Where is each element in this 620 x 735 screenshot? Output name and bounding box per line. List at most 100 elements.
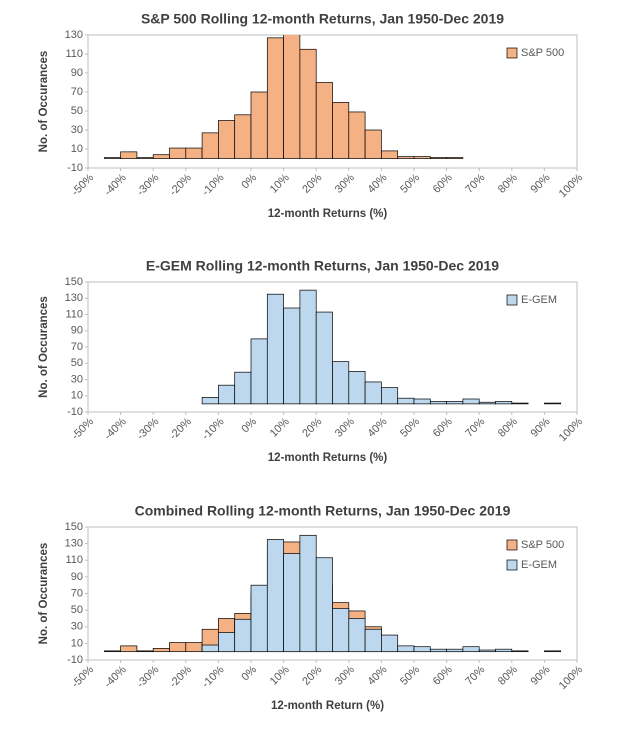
x-tick-label: -30% — [135, 664, 162, 691]
x-tick-label: 0% — [239, 172, 259, 192]
x-tick-label: -20% — [167, 172, 194, 199]
y-tick-label: 30 — [71, 621, 83, 633]
y-tick-label: 130 — [65, 29, 83, 41]
x-tick-label: -30% — [135, 416, 162, 443]
legend-label: E-GEM — [521, 294, 557, 306]
histogram-bar — [299, 289, 317, 405]
histogram-bar — [413, 398, 431, 405]
x-tick-label: 10% — [268, 664, 292, 688]
histogram-bar — [315, 82, 333, 159]
x-axis-title: 12-month Returns (%) — [268, 208, 388, 220]
legend-swatch — [506, 47, 518, 59]
histogram-bar — [266, 539, 284, 653]
x-tick-label: -40% — [102, 172, 129, 199]
x-tick-label: 50% — [398, 172, 422, 196]
x-tick-label: 40% — [366, 416, 390, 440]
histogram-bar — [429, 648, 447, 653]
histogram-bar — [218, 632, 236, 653]
x-tick-label: 20% — [300, 172, 324, 196]
y-tick-label: 50 — [71, 105, 83, 117]
x-axis-title: 12-month Return (%) — [271, 700, 384, 712]
histogram-bar — [511, 402, 529, 405]
histogram-bar — [397, 397, 415, 405]
histogram-bar — [218, 120, 236, 159]
legend-label: E-GEM — [521, 559, 557, 571]
histogram-bar — [511, 650, 529, 653]
y-tick-label: 90 — [71, 325, 83, 337]
x-tick-label: 90% — [529, 172, 553, 196]
histogram-bar — [103, 650, 121, 653]
x-tick-label: -10% — [200, 664, 227, 691]
y-tick-label: -10 — [67, 654, 83, 666]
x-tick-label: 20% — [300, 664, 324, 688]
x-tick-label: 80% — [496, 172, 520, 196]
x-tick-label: 0% — [239, 416, 259, 436]
x-tick-label: -20% — [167, 416, 194, 443]
x-tick-label: 20% — [300, 416, 324, 440]
x-tick-label: -40% — [102, 416, 129, 443]
histogram-bar — [136, 157, 154, 159]
legend-swatch — [506, 294, 518, 306]
histogram-bar — [218, 384, 236, 405]
bars — [201, 289, 562, 405]
histogram-bar — [250, 91, 268, 159]
histogram-bar — [332, 608, 350, 653]
histogram-bar — [201, 132, 219, 159]
x-tick-label: 80% — [496, 416, 520, 440]
histogram-bar — [478, 401, 496, 405]
histogram-bar — [169, 147, 187, 159]
histogram-bar — [266, 37, 284, 159]
histogram-bar — [381, 387, 399, 405]
x-tick-label: 40% — [366, 664, 390, 688]
y-tick-label: 150 — [65, 521, 83, 533]
chart: Combined Rolling 12-month Returns, Jan 1… — [38, 503, 585, 712]
histogram-bar — [201, 397, 219, 405]
y-tick-label: 10 — [71, 637, 83, 649]
x-tick-label: 60% — [431, 416, 455, 440]
histogram-bar — [152, 154, 170, 159]
x-tick-label: -30% — [135, 172, 162, 199]
chart: S&P 500 Rolling 12-month Returns, Jan 19… — [38, 11, 585, 220]
histogram-bar — [364, 381, 382, 405]
histogram-bar — [364, 628, 382, 653]
y-axis-title: No. of Occurances — [38, 543, 50, 645]
x-tick-label: 30% — [333, 416, 357, 440]
x-tick-label: 100% — [557, 664, 586, 693]
x-tick-label: 70% — [463, 172, 487, 196]
x-tick-label: 50% — [398, 664, 422, 688]
histogram-bar — [348, 371, 366, 405]
histogram-bar — [446, 401, 464, 405]
histogram-bar — [120, 151, 138, 159]
y-tick-label: 130 — [65, 538, 83, 550]
histogram-bar — [185, 642, 203, 653]
histogram-bar — [136, 650, 154, 653]
histogram-bar — [332, 102, 350, 159]
chart: E-GEM Rolling 12-month Returns, Jan 1950… — [38, 258, 585, 464]
histogram-bar — [234, 114, 252, 159]
histogram-bar — [397, 645, 415, 653]
histogram-bar — [495, 648, 513, 653]
y-tick-label: 150 — [65, 276, 83, 288]
histogram-bar — [250, 338, 268, 405]
histogram-bar — [348, 111, 366, 159]
legend-swatch — [506, 559, 518, 571]
x-tick-label: -50% — [70, 172, 97, 199]
x-tick-label: 50% — [398, 416, 422, 440]
histogram-bar — [185, 147, 203, 159]
histogram-bar — [381, 150, 399, 159]
histogram-bar — [120, 645, 138, 653]
chart-title: S&P 500 Rolling 12-month Returns, Jan 19… — [141, 11, 504, 27]
y-tick-label: 110 — [65, 308, 83, 320]
y-tick-label: 130 — [65, 292, 83, 304]
y-tick-label: 50 — [71, 357, 83, 369]
y-tick-label: 110 — [65, 48, 83, 60]
y-tick-label: 110 — [65, 554, 83, 566]
x-tick-label: 30% — [333, 172, 357, 196]
y-tick-label: -10 — [67, 162, 83, 174]
x-tick-label: 90% — [529, 664, 553, 688]
x-tick-label: 100% — [557, 416, 586, 445]
x-tick-label: 60% — [431, 172, 455, 196]
histogram-bar — [495, 401, 513, 405]
x-tick-label: 90% — [529, 416, 553, 440]
